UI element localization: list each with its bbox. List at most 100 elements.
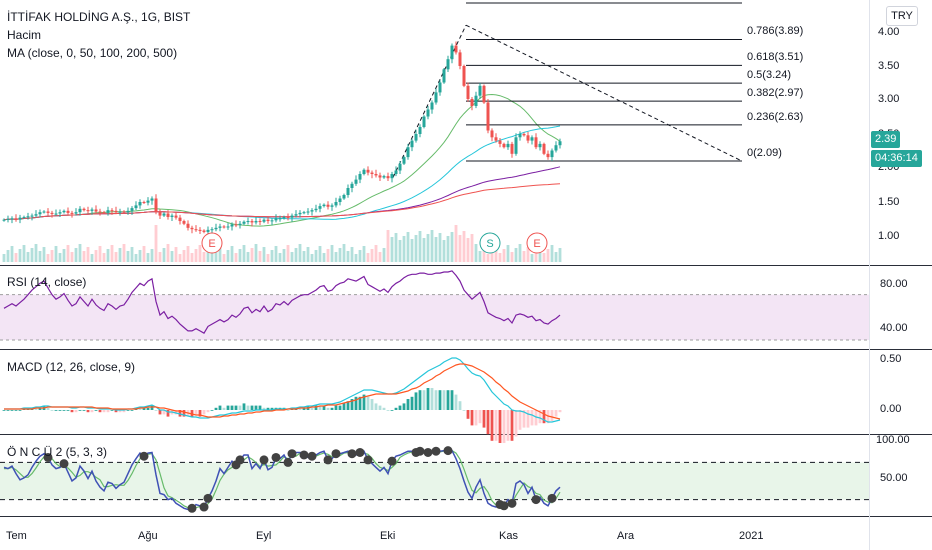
macd-histogram-bar xyxy=(538,410,542,424)
candle-body xyxy=(202,230,206,232)
time-tick-kas: Kas xyxy=(499,530,518,542)
macd-histogram-bar xyxy=(442,390,446,410)
stoch-cross-dot xyxy=(443,446,453,456)
event-marker[interactable]: E xyxy=(526,232,548,254)
volume-legend[interactable]: Hacim xyxy=(7,28,42,42)
fibonacci-retracement[interactable] xyxy=(392,2,743,178)
candle-body xyxy=(194,229,198,231)
macd-histogram-bar xyxy=(62,410,66,411)
volume-bar xyxy=(494,246,498,262)
stoch-cross-dot xyxy=(347,449,357,459)
symbol-title[interactable]: İTTİFAK HOLDİNG A.Ş., 1G, BIST xyxy=(7,10,191,24)
macd-histogram-bar xyxy=(34,407,38,410)
candle-body xyxy=(82,208,86,211)
macd-histogram-bar xyxy=(122,410,126,413)
event-marker[interactable]: S xyxy=(479,232,501,254)
rsi-axis-40: 40.00 xyxy=(880,322,908,334)
price-axis-label: 1.50 xyxy=(878,196,900,208)
volume-bar xyxy=(314,250,318,262)
volume-bar xyxy=(262,247,266,262)
fib-level-label: 0.5(3.24) xyxy=(747,69,792,82)
candle-body xyxy=(366,169,370,173)
candle-body xyxy=(526,135,530,141)
macd-histogram-bar xyxy=(190,410,194,417)
candle-body xyxy=(542,143,546,154)
volume-bar xyxy=(162,248,166,262)
volume-bar xyxy=(110,245,114,262)
stoch-axis-100: 100.00 xyxy=(876,434,910,446)
candle-body xyxy=(50,212,54,214)
fib-level-label: 0.236(2.63) xyxy=(747,110,804,123)
candle-body xyxy=(410,140,414,148)
macd-histogram-bar xyxy=(414,392,418,410)
macd-histogram-bar xyxy=(182,410,186,417)
volume-bar xyxy=(230,246,234,262)
macd-histogram-bar xyxy=(130,410,134,411)
macd-histogram-bar xyxy=(126,410,130,411)
macd-histogram-bar xyxy=(486,410,490,435)
volume-bar xyxy=(282,249,286,262)
ma-legend[interactable]: MA (close, 0, 50, 100, 200, 500) xyxy=(7,46,178,60)
macd-histogram-bar xyxy=(146,407,150,410)
volume-bar xyxy=(546,249,550,262)
time-tick-ara: Ara xyxy=(617,530,635,542)
candle-body xyxy=(430,102,434,110)
macd-histogram-bar xyxy=(554,410,558,417)
trend-line[interactable] xyxy=(465,24,743,162)
candle-body xyxy=(258,221,262,223)
event-marker-circle xyxy=(526,232,548,254)
volume-bar xyxy=(70,252,74,262)
volume-bar xyxy=(150,249,154,262)
stoch-cross-dot xyxy=(271,452,281,462)
event-marker[interactable]: E xyxy=(201,232,223,254)
macd-histogram-bar xyxy=(154,410,158,411)
currency-button[interactable]: TRY xyxy=(886,6,918,26)
candle-body xyxy=(150,198,154,201)
volume-bar xyxy=(34,244,38,262)
candle-body xyxy=(346,188,350,195)
volume-bar xyxy=(362,246,366,262)
volume-bar xyxy=(218,247,222,262)
volume-bar xyxy=(14,253,18,262)
candle-body xyxy=(274,218,278,221)
macd-histogram-bar xyxy=(386,410,390,411)
volume-bar xyxy=(450,232,454,262)
macd-histogram-bar xyxy=(150,405,154,410)
macd-histogram-bar xyxy=(402,403,406,410)
macd-histogram-bar xyxy=(162,410,166,415)
stoch-cross-dot xyxy=(203,493,213,503)
candle-body xyxy=(234,224,238,226)
candle-body xyxy=(494,137,498,141)
volume-bar xyxy=(98,246,102,262)
volume-bar xyxy=(474,244,478,262)
volume-bar xyxy=(114,252,118,262)
macd-histogram-bar xyxy=(178,410,182,417)
macd-histogram-bar xyxy=(350,399,354,410)
volume-bar xyxy=(122,244,126,262)
macd-histogram-bar xyxy=(530,410,534,426)
volume-bar xyxy=(322,253,326,262)
candle-body xyxy=(42,211,46,213)
candle-body xyxy=(278,218,282,220)
candle-body xyxy=(418,127,422,134)
price-candles xyxy=(2,41,562,235)
volume-bar xyxy=(254,244,258,262)
volume-bar xyxy=(426,234,430,262)
rsi-legend[interactable]: RSI (14, close) xyxy=(7,275,87,289)
macd-legend[interactable]: MACD (12, 26, close, 9) xyxy=(7,360,136,374)
volume-bar xyxy=(454,225,458,262)
volume-bar xyxy=(274,246,278,262)
volume-bar xyxy=(126,251,130,262)
volume-bar xyxy=(10,246,14,262)
macd-histogram-bar xyxy=(550,410,554,421)
stoch-legend[interactable]: Ö N C Ü 2 (5, 3, 3) xyxy=(7,445,108,459)
stoch-cross-dot xyxy=(323,455,333,465)
trend-line[interactable] xyxy=(392,24,467,178)
signal-line xyxy=(4,363,561,420)
volume-bar xyxy=(66,245,70,262)
stoch-d-line xyxy=(4,450,561,510)
candle-body xyxy=(6,219,10,220)
macd-histogram-bar xyxy=(370,399,374,410)
